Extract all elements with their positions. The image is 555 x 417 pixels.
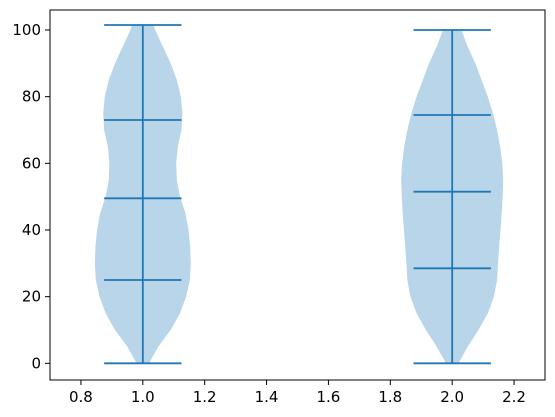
x-tick-label: 2.0	[440, 388, 464, 406]
x-tick-label: 1.0	[131, 388, 155, 406]
x-tick-label: 1.6	[317, 388, 341, 406]
x-tick-label: 2.2	[502, 388, 526, 406]
x-tick-label: 1.4	[255, 388, 279, 406]
plot-frame	[49, 9, 546, 381]
y-tick-label: 20	[22, 288, 41, 306]
y-tick-label: 0	[31, 354, 41, 372]
y-tick-label: 80	[22, 88, 41, 106]
x-tick-label: 1.8	[378, 388, 402, 406]
y-tick-label: 60	[22, 154, 41, 172]
x-tick-label: 0.8	[69, 388, 93, 406]
violin-layer	[94, 24, 504, 365]
y-tick-label: 40	[22, 221, 41, 239]
axis-layer: 0.8 1.0 1.2 1.4 1.6 1.8 2.0 2.2 0 20 40 60 80 100	[12, 9, 546, 406]
y-tick-label: 100	[12, 21, 41, 39]
violin-1	[94, 24, 191, 365]
violin-2	[401, 29, 504, 365]
x-tick-label: 1.2	[193, 388, 217, 406]
